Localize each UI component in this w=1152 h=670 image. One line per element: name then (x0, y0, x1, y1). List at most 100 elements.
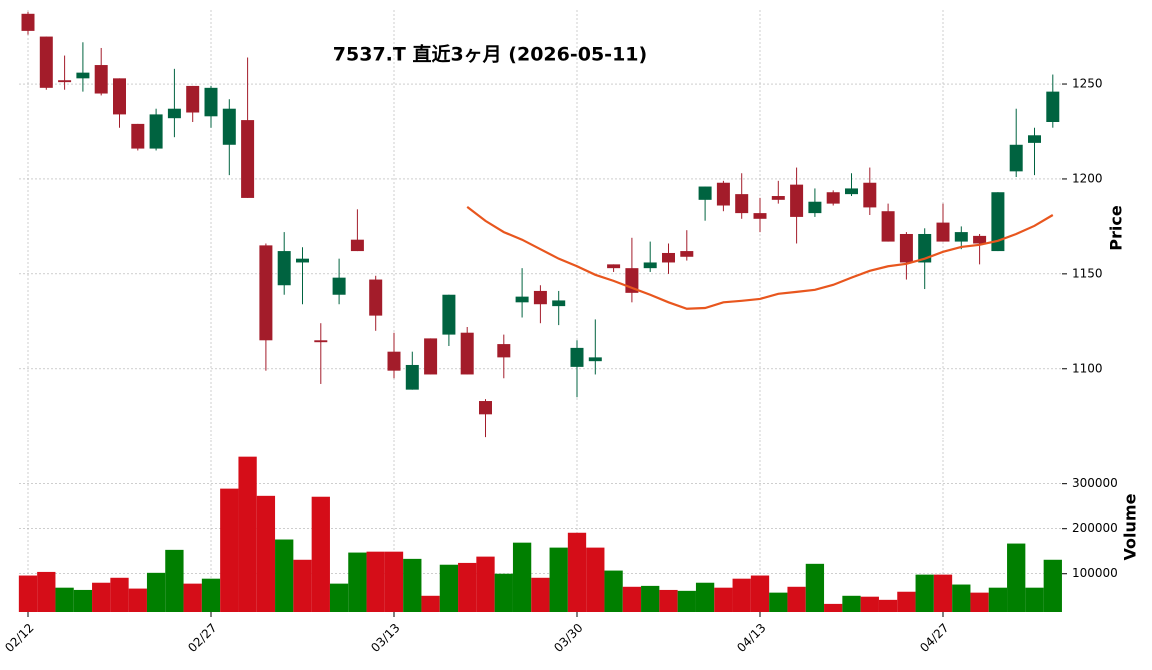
volume-bar (842, 595, 861, 612)
y-axis-label: Volume (1121, 493, 1140, 560)
candle-body (460, 332, 474, 375)
volume-bar (439, 564, 459, 612)
candle-body (167, 108, 181, 119)
candle-body (277, 251, 291, 286)
volume-bar (55, 587, 74, 612)
candle-body (808, 201, 822, 214)
volume-bar (384, 551, 404, 612)
volume-bar (659, 589, 678, 612)
volume-bar (732, 578, 751, 612)
candle-body (918, 233, 932, 263)
candle-body (588, 357, 602, 362)
candle-body (149, 114, 163, 149)
volume-bar (421, 595, 440, 612)
volume-bar (403, 558, 422, 612)
candle-body (332, 277, 346, 295)
candle-body (76, 72, 90, 79)
volume-bar (201, 578, 221, 612)
candle-body (314, 340, 328, 343)
volume-bar (494, 573, 513, 612)
candle-body (1009, 144, 1023, 172)
x-tick-label: 03/13 (368, 621, 402, 655)
y-tick-label: 300000 (1072, 476, 1118, 490)
candle-body (735, 194, 749, 214)
candle-body (369, 279, 383, 316)
candle-body (973, 235, 987, 244)
volume-bar (531, 577, 550, 612)
candle-body (21, 13, 35, 31)
volume-bar (714, 587, 733, 612)
volume-bar (146, 572, 166, 612)
volume-bar (970, 592, 989, 612)
volume-bar (549, 547, 568, 612)
volume-bar (1025, 587, 1044, 612)
volume-bar (512, 542, 532, 612)
candle-body (863, 182, 877, 208)
candle-body (39, 36, 53, 88)
y-tick-label: 200000 (1072, 521, 1118, 535)
volume-bar (128, 588, 147, 612)
candle-body (936, 222, 950, 242)
volume-bar (183, 583, 202, 612)
candle-body (186, 85, 200, 113)
y-tick-label: 100000 (1072, 566, 1118, 580)
candle-body (1046, 91, 1060, 122)
volume-bar (824, 603, 843, 612)
volume-bar (348, 552, 367, 612)
volume-bar (878, 599, 898, 612)
volume-bar (915, 574, 934, 612)
candle-body (259, 245, 273, 341)
volume-bar (787, 586, 806, 612)
candle-body (479, 401, 492, 415)
y-tick-label: 1150 (1072, 266, 1103, 280)
volume-bar (604, 570, 623, 612)
candle-body (515, 296, 529, 303)
volume-bar (329, 583, 349, 612)
candle-body (771, 196, 785, 200)
candle-body (497, 344, 511, 358)
candle-body (570, 347, 584, 367)
candle-body (405, 364, 419, 390)
y-tick-label: 1100 (1072, 361, 1103, 375)
volume-bar (476, 556, 495, 612)
x-tick-label: 02/27 (185, 621, 219, 655)
candle-body (442, 294, 456, 335)
volume-bar (458, 562, 477, 612)
candle-body (350, 239, 364, 252)
volume-bar (860, 596, 879, 612)
volume-bar (366, 551, 385, 612)
candle-body (790, 184, 804, 217)
candle-body (533, 290, 547, 305)
candle-body (643, 262, 657, 269)
x-tick-label: 04/13 (734, 621, 768, 655)
volume-bar (73, 589, 93, 612)
volume-bar (933, 574, 953, 612)
volume-bar (165, 549, 184, 612)
candle-body (954, 232, 968, 242)
candle-body (698, 186, 712, 200)
volume-bar (622, 586, 642, 612)
candle-body (607, 264, 621, 269)
candle-body (58, 80, 72, 83)
volume-bar (220, 488, 239, 612)
candle-body (552, 300, 566, 307)
volume-bar (37, 571, 56, 612)
x-tick-label: 03/30 (551, 621, 585, 655)
candle-body (241, 120, 255, 198)
candle-body (424, 338, 438, 375)
volume-bar (1007, 543, 1026, 612)
y-tick-label: 1200 (1072, 171, 1103, 185)
volume-bar (769, 592, 788, 612)
moving-average-line (466, 205, 1054, 310)
volume-bar (952, 584, 971, 612)
y-tick-label: 1250 (1072, 77, 1103, 91)
candle-body (204, 87, 218, 117)
volume-bar (805, 563, 825, 612)
volume-bar (18, 575, 38, 612)
candle-body (387, 351, 401, 371)
volume-bar (1043, 559, 1062, 612)
volume-bar (256, 495, 276, 612)
volume-bar (92, 582, 111, 612)
volume-bar (311, 496, 330, 612)
